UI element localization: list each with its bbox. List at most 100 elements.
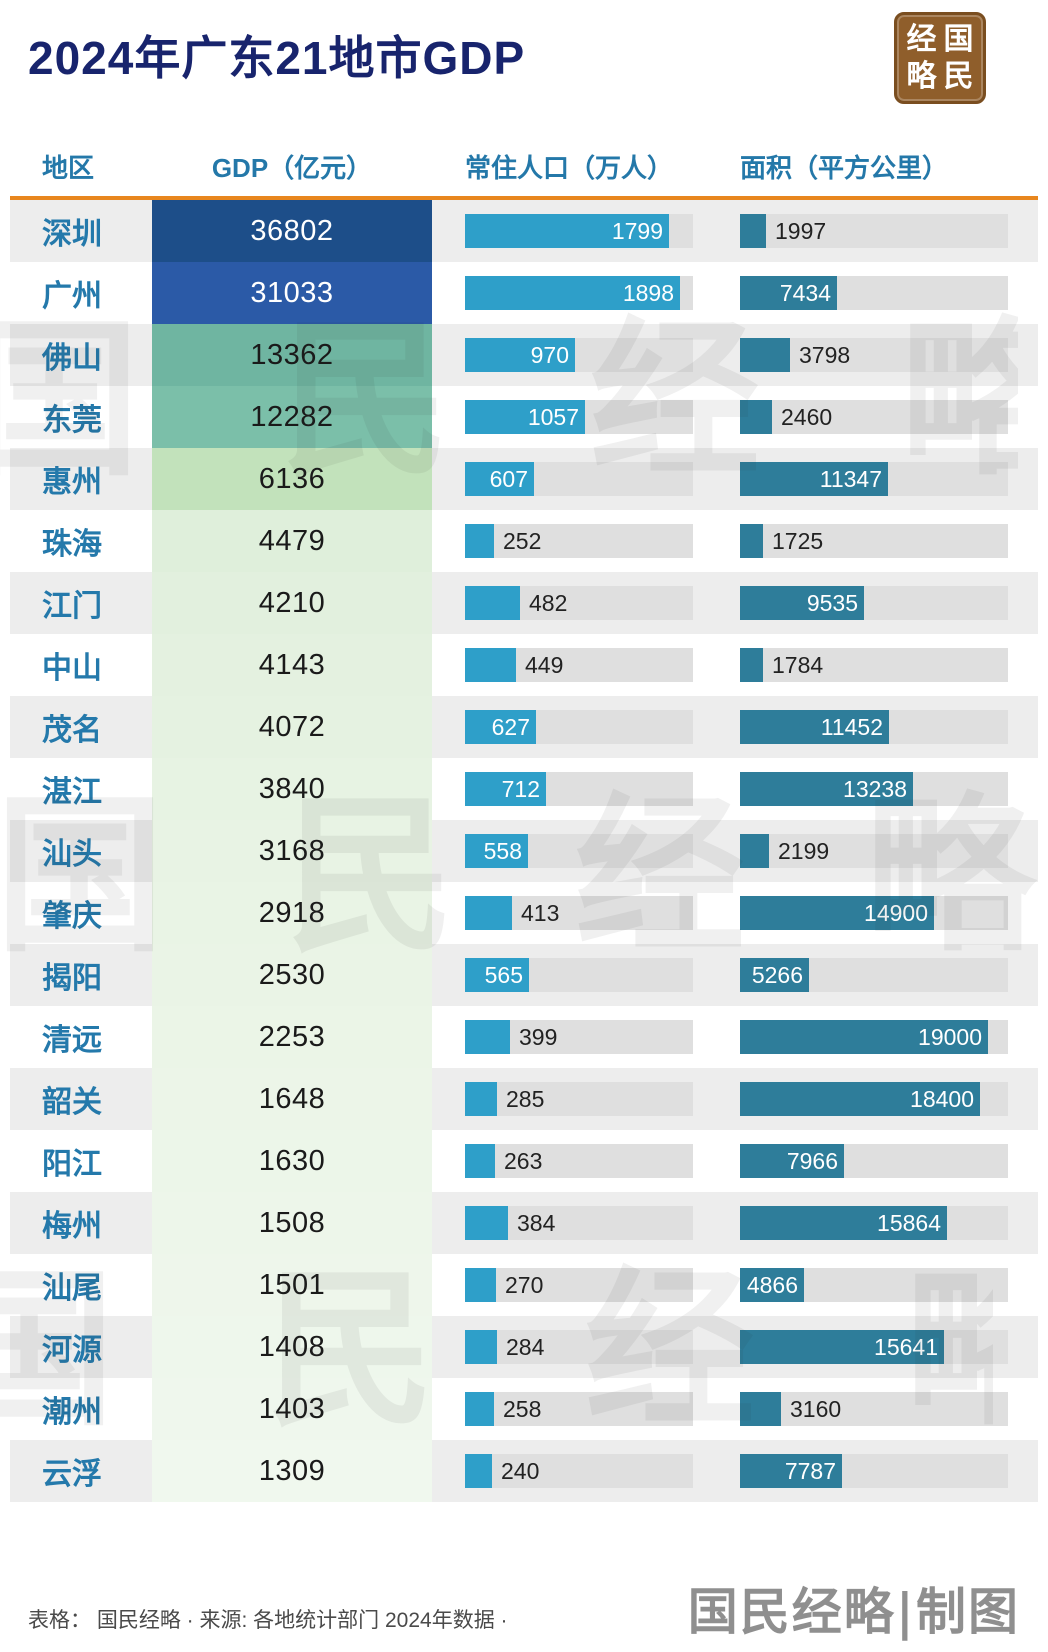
area-bar bbox=[740, 1392, 781, 1426]
area-bar: 15864 bbox=[740, 1206, 947, 1240]
population-value: 607 bbox=[489, 465, 528, 492]
population-cell: 263 bbox=[432, 1144, 700, 1178]
area-cell: 7966 bbox=[700, 1144, 1038, 1178]
area-cell: 15641 bbox=[700, 1330, 1038, 1364]
header-divider-line bbox=[10, 196, 1038, 200]
population-bar-track: 284 bbox=[465, 1330, 693, 1364]
population-value-outside: 252 bbox=[503, 527, 542, 554]
population-bar: 558 bbox=[465, 834, 528, 868]
city-name: 惠州 bbox=[42, 466, 102, 499]
population-cell: 482 bbox=[432, 586, 700, 620]
area-bar-track: 2460 bbox=[740, 400, 1008, 434]
population-cell: 449 bbox=[432, 648, 700, 682]
area-cell: 18400 bbox=[700, 1082, 1038, 1116]
table-row: 广州 31033 1898 7434 bbox=[10, 262, 1038, 324]
area-cell: 7434 bbox=[700, 276, 1038, 310]
city-name: 深圳 bbox=[42, 218, 102, 251]
area-value-outside: 1997 bbox=[775, 217, 827, 244]
area-bar-track: 15864 bbox=[740, 1206, 1008, 1240]
area-cell: 15864 bbox=[700, 1206, 1038, 1240]
area-bar-track: 7787 bbox=[740, 1454, 1008, 1488]
area-cell: 3798 bbox=[700, 338, 1038, 372]
gdp-cell: 2530 bbox=[152, 944, 432, 1006]
area-cell: 1784 bbox=[700, 648, 1038, 682]
city-name: 珠海 bbox=[42, 528, 102, 561]
population-value-outside: 285 bbox=[506, 1085, 545, 1112]
area-cell: 14900 bbox=[700, 896, 1038, 930]
gdp-value: 1501 bbox=[258, 1268, 326, 1301]
gdp-cell: 4072 bbox=[152, 696, 432, 758]
area-bar: 14900 bbox=[740, 896, 934, 930]
population-bar-track: 565 bbox=[465, 958, 693, 992]
population-bar-track: 384 bbox=[465, 1206, 693, 1240]
gdp-cell: 4210 bbox=[152, 572, 432, 634]
area-bar: 4866 bbox=[740, 1268, 804, 1302]
population-cell: 413 bbox=[432, 896, 700, 930]
gdp-value: 12282 bbox=[250, 400, 334, 433]
population-value: 627 bbox=[491, 713, 530, 740]
area-bar: 19000 bbox=[740, 1020, 988, 1054]
table-row: 茂名 4072 627 11452 bbox=[10, 696, 1038, 758]
area-value-outside: 1784 bbox=[772, 651, 824, 678]
population-value: 558 bbox=[483, 837, 522, 864]
population-value-outside: 399 bbox=[519, 1023, 558, 1050]
area-bar bbox=[740, 524, 763, 558]
city-name: 肇庆 bbox=[42, 900, 102, 933]
city-name: 广州 bbox=[42, 280, 102, 313]
population-cell: 1057 bbox=[432, 400, 700, 434]
gdp-cell: 1501 bbox=[152, 1254, 432, 1316]
population-bar bbox=[465, 586, 520, 620]
gdp-cell: 4143 bbox=[152, 634, 432, 696]
gdp-cell: 1630 bbox=[152, 1130, 432, 1192]
population-cell: 712 bbox=[432, 772, 700, 806]
city-name: 清远 bbox=[42, 1024, 102, 1057]
area-cell: 5266 bbox=[700, 958, 1038, 992]
population-bar-track: 399 bbox=[465, 1020, 693, 1054]
population-bar: 970 bbox=[465, 338, 575, 372]
area-bar-track: 1997 bbox=[740, 214, 1008, 248]
population-bar-track: 558 bbox=[465, 834, 693, 868]
population-cell: 270 bbox=[432, 1268, 700, 1302]
gdp-value: 36802 bbox=[250, 214, 334, 247]
area-value-outside: 3160 bbox=[790, 1395, 842, 1422]
gdp-cell: 3168 bbox=[152, 820, 432, 882]
gdp-value: 1403 bbox=[258, 1392, 326, 1425]
city-name: 东莞 bbox=[42, 404, 102, 437]
population-bar-track: 258 bbox=[465, 1392, 693, 1426]
city-name: 河源 bbox=[42, 1334, 102, 1367]
area-value: 7434 bbox=[779, 279, 831, 306]
area-bar-track: 13238 bbox=[740, 772, 1008, 806]
city-name: 湛江 bbox=[42, 776, 102, 809]
area-cell: 1725 bbox=[700, 524, 1038, 558]
area-cell: 3160 bbox=[700, 1392, 1038, 1426]
population-value: 970 bbox=[530, 341, 569, 368]
area-cell: 11452 bbox=[700, 710, 1038, 744]
population-bar bbox=[465, 1392, 494, 1426]
city-name: 潮州 bbox=[42, 1396, 102, 1429]
page-title: 2024年广东21地市GDP bbox=[28, 32, 526, 84]
area-bar bbox=[740, 400, 772, 434]
area-bar bbox=[740, 338, 790, 372]
population-cell: 252 bbox=[432, 524, 700, 558]
area-bar: 15641 bbox=[740, 1330, 944, 1364]
area-value: 15864 bbox=[877, 1209, 941, 1236]
page-header: 2024年广东21地市GDP 经 国 略 民 bbox=[0, 0, 1048, 118]
brand-logo-char: 经 bbox=[906, 22, 937, 56]
population-bar bbox=[465, 1268, 496, 1302]
population-value-outside: 240 bbox=[501, 1457, 540, 1484]
gdp-cell: 12282 bbox=[152, 386, 432, 448]
population-bar-track: 712 bbox=[465, 772, 693, 806]
gdp-value: 3840 bbox=[258, 772, 326, 805]
population-cell: 607 bbox=[432, 462, 700, 496]
city-name: 佛山 bbox=[42, 342, 102, 375]
city-name: 江门 bbox=[42, 590, 102, 623]
area-bar-track: 3798 bbox=[740, 338, 1008, 372]
population-cell: 285 bbox=[432, 1082, 700, 1116]
population-bar bbox=[465, 1144, 495, 1178]
population-bar-track: 627 bbox=[465, 710, 693, 744]
area-value: 4866 bbox=[746, 1271, 798, 1298]
population-cell: 558 bbox=[432, 834, 700, 868]
area-bar-track: 19000 bbox=[740, 1020, 1008, 1054]
population-bar: 627 bbox=[465, 710, 536, 744]
table-header-row: 地区 GDP（亿元） 常住人口（万人） 面积（平方公里） bbox=[10, 144, 1038, 188]
